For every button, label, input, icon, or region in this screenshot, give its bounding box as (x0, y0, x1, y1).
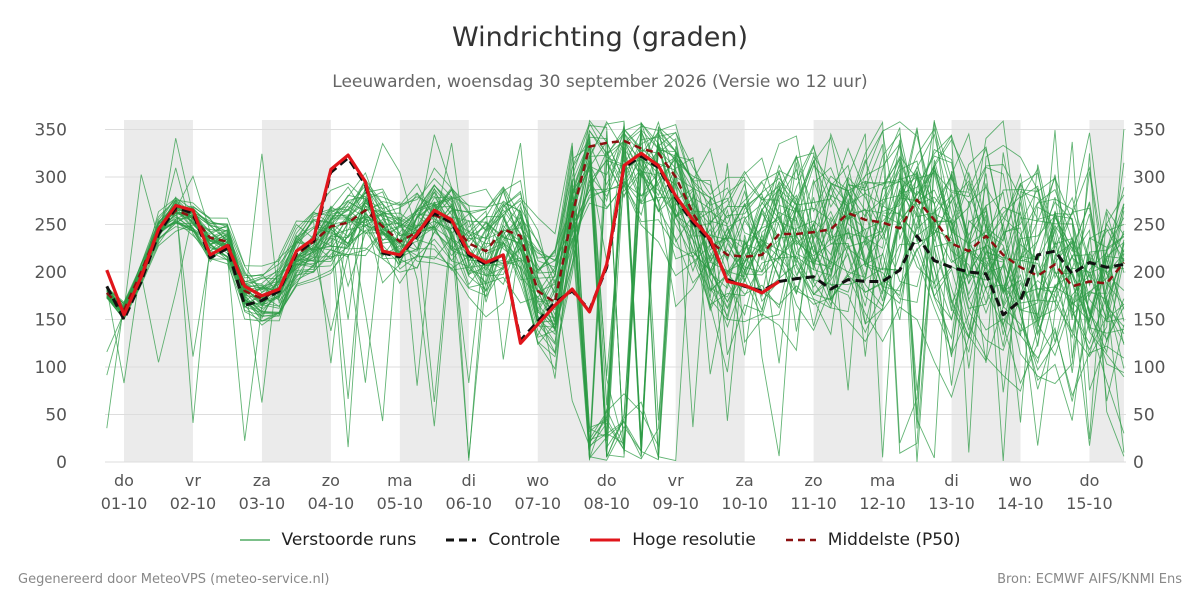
legend-swatch-ensemble (239, 539, 270, 541)
x-tick-day-11-10: zo (805, 471, 823, 490)
y-tick-right-50: 50 (1133, 406, 1155, 426)
legend-swatch-hires (590, 538, 621, 542)
shade-band-2 (399, 120, 469, 462)
x-tick-day-10-10: za (736, 471, 754, 490)
legend-item-median: Middelste (P50) (785, 530, 961, 550)
ensemble-member-39 (106, 129, 1125, 458)
y-tick-left-50: 50 (45, 406, 67, 426)
legend: Verstoorde runs Controle Hoge resolutie … (0, 530, 1200, 550)
y-tick-left-300: 300 (35, 168, 67, 188)
legend-item-ensemble: Verstoorde runs (239, 530, 417, 550)
ensemble-lines (106, 119, 1125, 462)
y-tick-right-300: 300 (1133, 168, 1165, 188)
x-tick-date-03-10: 03-10 (239, 494, 286, 513)
y-tick-left-250: 250 (35, 216, 67, 236)
x-tick-day-04-10: zo (322, 471, 340, 490)
ensemble-member-40 (106, 120, 1125, 461)
legend-swatch-control (446, 538, 477, 542)
ensemble-member-33 (106, 130, 1125, 445)
legend-label-control: Controle (488, 530, 561, 550)
ensemble-member-49 (106, 132, 1125, 447)
y-axis-left: 0 50 100 150 200 250 300 350 (35, 121, 67, 474)
x-tick-day-01-10: do (114, 471, 134, 490)
x-tick-date-10-10: 10-10 (721, 494, 768, 513)
x-tick-day-06-10: di (461, 471, 476, 490)
x-tick-day-07-10: wo (526, 471, 549, 490)
y-tick-right-250: 250 (1133, 216, 1165, 236)
x-tick-day-05-10: ma (387, 471, 412, 490)
x-tick-date-15-10: 15-10 (1066, 494, 1113, 513)
x-tick-day-14-10: wo (1009, 471, 1032, 490)
chart-subtitle: Leeuwarden, woensdag 30 september 2026 (… (332, 72, 868, 92)
x-tick-date-04-10: 04-10 (308, 494, 355, 513)
y-tick-left-100: 100 (35, 358, 67, 378)
y-tick-left-200: 200 (35, 263, 67, 283)
footer-generated-by: Gegenereerd door MeteoVPS (meteo-service… (18, 572, 330, 587)
legend-item-hires: Hoge resolutie (590, 530, 756, 550)
footer-source: Bron: ECMWF AIFS/KNMI Ens (997, 572, 1182, 587)
x-tick-day-08-10: do (597, 471, 617, 490)
y-tick-right-150: 150 (1133, 311, 1165, 331)
y-tick-right-350: 350 (1133, 121, 1165, 141)
x-tick-day-09-10: vr (668, 471, 684, 490)
x-tick-day-13-10: di (944, 471, 959, 490)
legend-label-ensemble: Verstoorde runs (281, 530, 417, 550)
ensemble-member-43 (106, 120, 1125, 458)
x-tick-date-02-10: 02-10 (170, 494, 217, 513)
main-series (105, 139, 1125, 345)
ensemble-member-15 (106, 130, 1125, 423)
x-axis: do 01-10 vr 02-10 za 03-10 zo 04-10 ma 05-10 di 06-… (101, 471, 1113, 513)
y-tick-left-0: 0 (56, 453, 67, 473)
x-tick-date-08-10: 08-10 (583, 494, 630, 513)
ensemble-member-38 (106, 140, 1125, 462)
y-tick-right-200: 200 (1133, 263, 1165, 283)
series-solid-red (105, 151, 780, 345)
x-tick-date-05-10: 05-10 (377, 494, 424, 513)
y-tick-left-150: 150 (35, 311, 67, 331)
x-tick-date-12-10: 12-10 (859, 494, 906, 513)
x-tick-day-03-10: za (253, 471, 271, 490)
legend-swatch-median (785, 538, 816, 542)
x-tick-day-02-10: vr (185, 471, 201, 490)
chart-title: Windrichting (graden) (451, 22, 749, 53)
legend-label-median: Middelste (P50) (827, 530, 961, 550)
x-tick-date-07-10: 07-10 (515, 494, 562, 513)
x-tick-day-15-10: do (1079, 471, 1099, 490)
y-tick-right-100: 100 (1133, 358, 1165, 378)
ensemble-member-48 (106, 146, 1125, 460)
y-tick-right-0: 0 (1133, 453, 1144, 473)
ensemble-member-35 (106, 122, 1125, 340)
x-tick-day-12-10: ma (870, 471, 895, 490)
ensemble-member-50 (106, 121, 1125, 446)
ensemble-member-47 (106, 121, 1125, 449)
x-tick-date-09-10: 09-10 (652, 494, 699, 513)
x-tick-date-11-10: 11-10 (790, 494, 837, 513)
y-axis-right: 0 50 100 150 200 250 300 350 (1133, 121, 1165, 474)
x-tick-date-13-10: 13-10 (928, 494, 975, 513)
ensemble-member-46 (106, 119, 1125, 340)
legend-item-control: Controle (446, 530, 560, 550)
y-tick-left-350: 350 (35, 121, 67, 141)
legend-label-hires: Hoge resolutie (632, 530, 756, 550)
x-tick-date-01-10: 01-10 (101, 494, 148, 513)
x-tick-date-14-10: 14-10 (997, 494, 1044, 513)
x-tick-date-06-10: 06-10 (446, 494, 493, 513)
